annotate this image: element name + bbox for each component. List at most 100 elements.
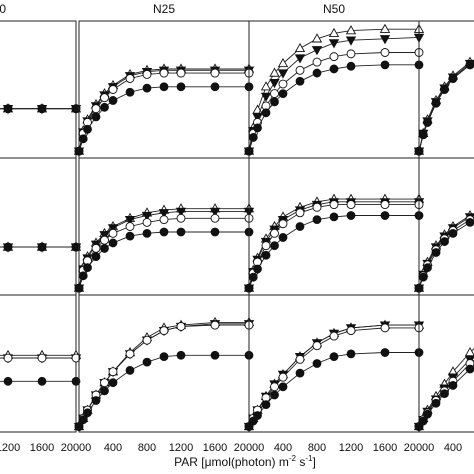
series-circle_filled	[74, 350, 254, 431]
data-point-circle-filled	[253, 411, 262, 420]
data-point-circle-open	[108, 85, 118, 94]
data-point-circle-filled	[176, 227, 186, 237]
data-point-circle-filled	[440, 85, 449, 94]
data-point-triangle-down-filled	[311, 46, 323, 56]
data-point-circle-filled	[74, 146, 84, 156]
data-point-circle-filled	[295, 368, 305, 378]
data-point-circle-filled	[37, 242, 47, 252]
data-point-triangle-down-filled	[175, 207, 187, 217]
x-axis-label: PAR [μmol(photon) m-2 s-1]	[174, 454, 316, 469]
panel-frame	[248, 294, 420, 433]
series-triangle_down_filled	[73, 320, 255, 433]
data-point-circle-filled	[78, 271, 88, 281]
panel-r1-c2	[243, 157, 425, 296]
data-point-triangle-down-filled	[141, 211, 153, 222]
data-point-circle-filled	[380, 60, 390, 70]
x-tick-label: 800	[138, 442, 156, 454]
series-line	[248, 64, 419, 152]
data-point-circle-filled	[142, 228, 152, 238]
data-point-circle-filled	[329, 64, 339, 74]
x-tick-label: 20000	[404, 442, 435, 454]
x-tick-label: 400	[444, 442, 462, 454]
data-point-circle-filled	[261, 250, 271, 260]
series-circle_filled	[414, 364, 474, 431]
data-point-circle-open	[278, 79, 288, 89]
series-triangle_up_open	[0, 349, 82, 359]
data-point-circle-filled	[295, 76, 305, 86]
data-point-circle-open	[142, 335, 152, 345]
data-point-triangle-up-open	[328, 27, 340, 37]
data-point-circle-filled	[37, 376, 47, 386]
series-line	[0, 108, 76, 110]
series-circle_filled	[414, 60, 474, 156]
data-point-circle-filled	[448, 381, 458, 390]
data-point-triangle-up-open	[294, 42, 306, 53]
data-point-circle-open	[270, 89, 279, 99]
data-point-circle-filled	[248, 133, 258, 142]
data-point-triangle-down-filled	[379, 35, 391, 45]
series-circle_filled	[244, 211, 424, 293]
panel-grid	[0, 20, 474, 433]
data-point-circle-filled	[380, 211, 390, 220]
data-point-circle-filled	[329, 352, 339, 362]
data-point-circle-filled	[100, 244, 109, 253]
data-point-circle-open	[91, 243, 101, 253]
data-point-triangle-down-filled	[99, 231, 110, 241]
panel-frame	[78, 294, 250, 433]
series-line	[0, 246, 76, 248]
data-point-circle-open	[312, 57, 322, 67]
panel-frame	[0, 20, 77, 159]
data-point-circle-open	[380, 200, 390, 210]
data-point-circle-filled	[312, 359, 322, 368]
data-point-circle-filled	[142, 83, 152, 93]
series-triangle_down_filled	[0, 243, 82, 253]
data-point-circle-filled	[278, 89, 288, 99]
data-point-circle-open	[295, 65, 305, 75]
series-triangle_down_filled	[0, 105, 82, 115]
data-point-circle-open	[312, 202, 322, 212]
series-line	[0, 354, 76, 356]
data-point-circle-filled	[125, 231, 135, 241]
data-point-circle-filled	[270, 241, 279, 251]
data-point-circle-open	[108, 367, 118, 377]
data-point-circle-filled	[142, 357, 152, 367]
data-point-triangle-down-filled	[209, 207, 221, 217]
data-point-circle-filled	[418, 272, 428, 282]
data-point-circle-open	[125, 349, 135, 359]
data-point-circle-filled	[278, 382, 288, 392]
series-line	[78, 323, 249, 427]
data-point-circle-open	[346, 200, 356, 210]
x-tick-label: 20000	[234, 442, 265, 454]
data-point-circle-open	[329, 200, 339, 210]
data-point-circle-filled	[210, 227, 220, 237]
data-point-circle-open	[125, 74, 135, 83]
series-line	[78, 321, 249, 427]
data-point-triangle-down-filled	[294, 54, 306, 64]
series-circle_open	[0, 353, 81, 363]
data-point-circle-filled	[346, 61, 356, 71]
x-tick-label: 20000	[61, 442, 92, 454]
panel-r0-c2	[243, 20, 425, 159]
data-point-circle-open	[312, 341, 322, 351]
panel-frame	[418, 157, 474, 296]
data-point-circle-filled	[261, 400, 271, 410]
panel-r1-c3	[413, 157, 474, 296]
series-circle_filled	[0, 104, 81, 114]
data-point-circle-filled	[91, 112, 101, 122]
data-point-circle-open	[3, 353, 13, 363]
data-point-circle-filled	[159, 227, 169, 237]
x-tick-label: 1600	[30, 442, 54, 454]
data-point-circle-open	[176, 68, 186, 78]
data-point-circle-filled	[418, 416, 428, 426]
panel-title-2: N50	[323, 2, 345, 16]
data-point-circle-filled	[448, 74, 458, 83]
series-line	[248, 327, 419, 427]
data-point-circle-filled	[3, 242, 13, 252]
data-point-circle-filled	[244, 146, 254, 156]
data-point-circle-filled	[37, 104, 47, 114]
panel-frame	[418, 294, 474, 433]
data-point-circle-filled	[329, 212, 339, 222]
data-point-triangle-up-open	[277, 57, 289, 68]
data-point-circle-filled	[312, 68, 322, 78]
